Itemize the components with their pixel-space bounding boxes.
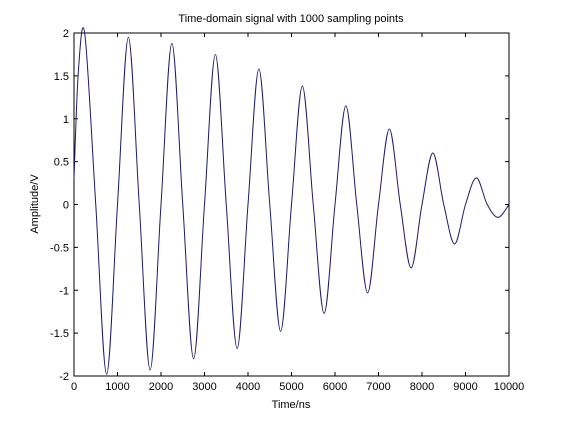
y-axis-label: Amplitude/V [29,174,41,234]
y-tick-label: 0 [63,200,69,212]
x-tick-label: 7000 [366,381,390,393]
y-tick-label: -0.5 [50,242,69,254]
x-tick-label: 6000 [323,381,347,393]
x-tick-label: 0 [71,381,77,393]
y-tick-label: 2 [63,28,69,40]
y-tick-label: -1.5 [50,328,69,340]
x-tick-label: 9000 [453,381,477,393]
x-tick-label: 3000 [192,381,216,393]
x-tick-label: 4000 [236,381,260,393]
y-axis: -2 -1.5 -1 -0.5 0 0.5 1 1.5 2 [50,28,509,383]
x-axis-label: Time/ns [272,399,311,411]
y-tick-label: 0.5 [54,157,69,169]
x-tick-label: 1000 [105,381,129,393]
x-tick-label: 8000 [410,381,434,393]
x-tick-label: 10000 [494,381,525,393]
y-tick-label: 1 [63,114,69,126]
x-axis: 0 1000 2000 3000 4000 5000 6000 7000 8000 9000 100… [71,33,524,393]
y-tick-label: 1.5 [54,71,69,83]
x-tick-label: 2000 [149,381,173,393]
x-tick-label: 5000 [279,381,303,393]
y-tick-label: -1 [59,285,69,297]
series-line [73,27,510,375]
y-tick-label: -2 [59,371,69,383]
chart-title: Time-domain signal with 1000 sampling po… [178,13,404,25]
